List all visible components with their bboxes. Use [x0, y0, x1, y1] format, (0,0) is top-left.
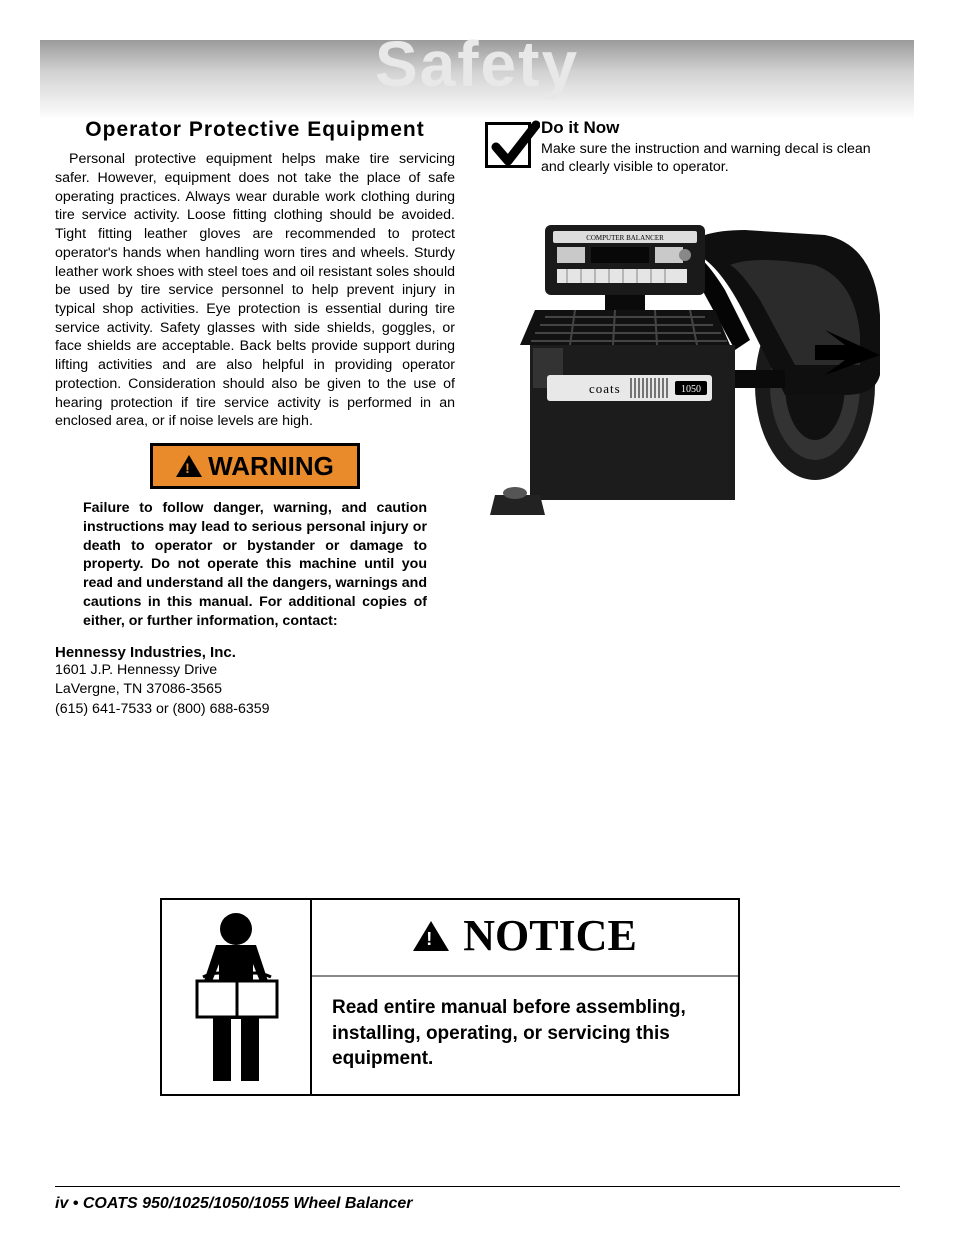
left-column: Operator Protective Equipment Personal p…: [55, 118, 455, 719]
warning-word: WARNING: [208, 451, 334, 482]
company-name: Hennessy Industries, Inc.: [55, 644, 455, 661]
notice-panel: ! NOTICE Read entire manual before assem…: [160, 898, 740, 1096]
content-area: Operator Protective Equipment Personal p…: [55, 118, 899, 719]
brand-label: coats: [589, 381, 621, 396]
do-it-now-text-block: Do it Now Make sure the instruction and …: [541, 118, 885, 177]
two-column-layout: Operator Protective Equipment Personal p…: [55, 118, 899, 719]
warning-paragraph: Failure to follow danger, warning, and c…: [55, 499, 455, 630]
do-it-now-block: Do it Now Make sure the instruction and …: [485, 118, 885, 177]
notice-word: NOTICE: [463, 910, 637, 961]
address-line-3: (615) 641-7533 or (800) 688-6359: [55, 700, 455, 719]
display-top-label: COMPUTER BALANCER: [586, 234, 664, 242]
notice-header: ! NOTICE: [312, 900, 738, 977]
notice-right-panel: ! NOTICE Read entire manual before assem…: [310, 898, 740, 1096]
section-heading: Operator Protective Equipment: [55, 118, 455, 142]
do-it-now-text: Make sure the instruction and warning de…: [541, 140, 885, 177]
ppe-paragraph: Personal protective equipment helps make…: [55, 150, 455, 431]
wheel-balancer-illustration: COMPUTER BALANCER: [485, 195, 885, 525]
footer-text: iv • COATS 950/1025/1050/1055 Wheel Bala…: [55, 1195, 413, 1213]
address-line-1: 1601 J.P. Hennessy Drive: [55, 661, 455, 680]
manual-page: Safety Operator Protective Equipment Per…: [0, 0, 954, 1235]
right-column: Do it Now Make sure the instruction and …: [485, 118, 885, 719]
do-it-now-title: Do it Now: [541, 118, 885, 138]
model-label: 1050: [681, 384, 701, 395]
checkmark-box-icon: [485, 122, 531, 168]
alert-triangle-icon: !: [176, 455, 202, 477]
safety-watermark: Safety: [0, 27, 954, 101]
alert-triangle-icon: !: [413, 921, 449, 951]
notice-text: Read entire manual before assembling, in…: [312, 977, 738, 1094]
read-manual-icon: [160, 898, 310, 1096]
address-line-2: LaVergne, TN 37086-3565: [55, 680, 455, 699]
warning-label: ! WARNING: [150, 443, 360, 489]
footer-rule: [55, 1186, 900, 1187]
